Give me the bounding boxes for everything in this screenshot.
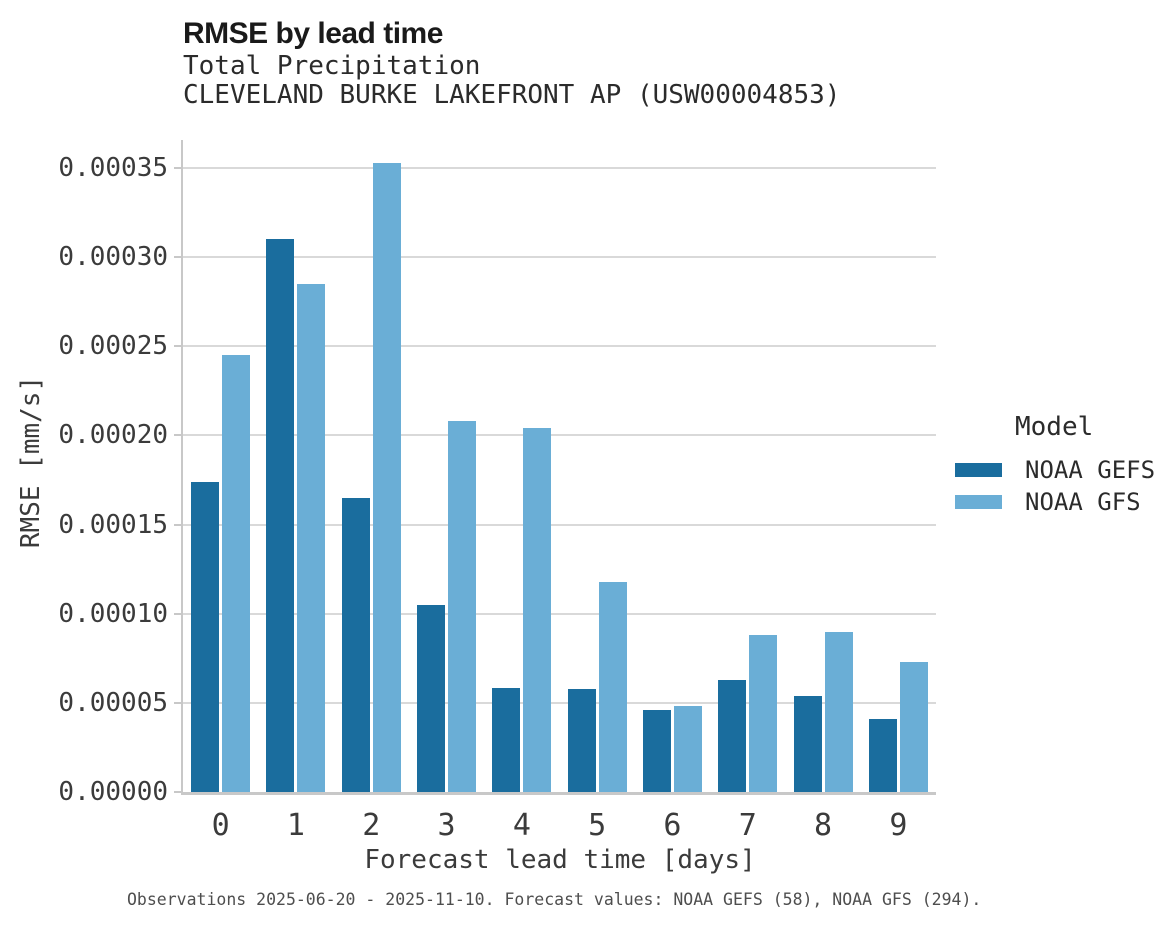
gridline (183, 166, 936, 169)
chart-title: RMSE by lead time (183, 17, 443, 50)
x-axis-spine (181, 792, 936, 795)
bar-noaa-gefs-lead-9 (868, 719, 897, 792)
bar-noaa-gefs-lead-1 (266, 239, 295, 792)
gridline (183, 523, 936, 526)
bar-noaa-gfs-lead-0 (222, 355, 251, 792)
bar-noaa-gefs-lead-4 (492, 688, 521, 792)
caption: Observations 2025-06-20 - 2025-11-10. Fo… (127, 890, 982, 909)
x-tick-label: 0 (211, 808, 230, 843)
x-tick-label: 5 (588, 808, 607, 843)
x-tick-label: 6 (663, 808, 682, 843)
y-tick-mark (174, 256, 182, 259)
bar-noaa-gfs-lead-6 (673, 706, 702, 792)
gridline (183, 701, 936, 704)
x-tick-label: 8 (814, 808, 833, 843)
gridline (183, 256, 936, 259)
y-tick-mark (174, 434, 182, 437)
bar-noaa-gefs-lead-6 (642, 710, 671, 792)
legend: Model NOAA GEFS NOAA GFS (955, 412, 1175, 518)
y-tick-label: 0.00030 (58, 242, 168, 273)
legend-item-noaa-gfs: NOAA GFS (955, 486, 1175, 518)
chart-subtitle-variable: Total Precipitation (183, 51, 481, 81)
chart-subtitle-station: CLEVELAND BURKE LAKEFRONT AP (USW0000485… (183, 80, 841, 110)
y-tick-label: 0.00035 (58, 152, 168, 183)
x-tick-label: 4 (512, 808, 531, 843)
bar-noaa-gefs-lead-8 (793, 696, 822, 792)
legend-item-noaa-gefs: NOAA GEFS (955, 454, 1175, 486)
x-axis-title-text: Forecast lead time [days] (364, 845, 756, 875)
y-tick-label: 0.00015 (58, 509, 168, 540)
x-tick-label: 3 (437, 808, 456, 843)
legend-title: Model (1015, 412, 1094, 442)
bar-noaa-gefs-lead-2 (341, 498, 370, 792)
y-tick-mark (174, 791, 182, 793)
y-tick-mark (174, 345, 182, 348)
y-tick-label: 0.00010 (58, 598, 168, 629)
x-tick-label: 2 (362, 808, 381, 843)
legend-swatch (955, 463, 1002, 477)
y-tick-mark (174, 612, 182, 615)
gridline (183, 612, 936, 615)
y-tick-label: 0.00000 (58, 777, 168, 807)
plot-area (183, 140, 936, 792)
bar-noaa-gfs-lead-7 (749, 635, 778, 792)
bar-noaa-gfs-lead-2 (372, 163, 401, 792)
x-tick-label: 1 (286, 808, 305, 843)
bar-noaa-gfs-lead-4 (523, 428, 552, 792)
bar-noaa-gefs-lead-7 (718, 680, 747, 792)
bar-noaa-gfs-lead-5 (598, 582, 627, 792)
legend-label: NOAA GEFS (1025, 456, 1156, 484)
y-tick-mark (174, 166, 182, 169)
y-axis-spine (181, 140, 183, 794)
y-tick-label: 0.00005 (58, 687, 168, 718)
x-axis-title: Forecast lead time [days] (0, 845, 1120, 875)
gridline (183, 345, 936, 348)
legend-label: NOAA GFS (1025, 488, 1141, 516)
y-tick-mark (174, 701, 182, 704)
x-tick-label: 9 (889, 808, 908, 843)
bar-noaa-gfs-lead-8 (824, 632, 853, 792)
x-tick-label: 7 (738, 808, 757, 843)
legend-swatch (955, 495, 1002, 509)
bar-noaa-gfs-lead-9 (899, 662, 928, 792)
y-tick-label: 0.00020 (58, 420, 168, 451)
gridline (183, 434, 936, 437)
bar-noaa-gfs-lead-3 (448, 421, 477, 792)
bar-noaa-gefs-lead-0 (191, 482, 220, 792)
bar-noaa-gefs-lead-3 (417, 605, 446, 792)
y-tick-mark (174, 523, 182, 526)
y-tick-label: 0.00025 (58, 331, 168, 362)
legend-items: NOAA GEFS NOAA GFS (955, 454, 1175, 518)
bar-noaa-gefs-lead-5 (567, 689, 596, 792)
bar-noaa-gfs-lead-1 (297, 284, 326, 792)
